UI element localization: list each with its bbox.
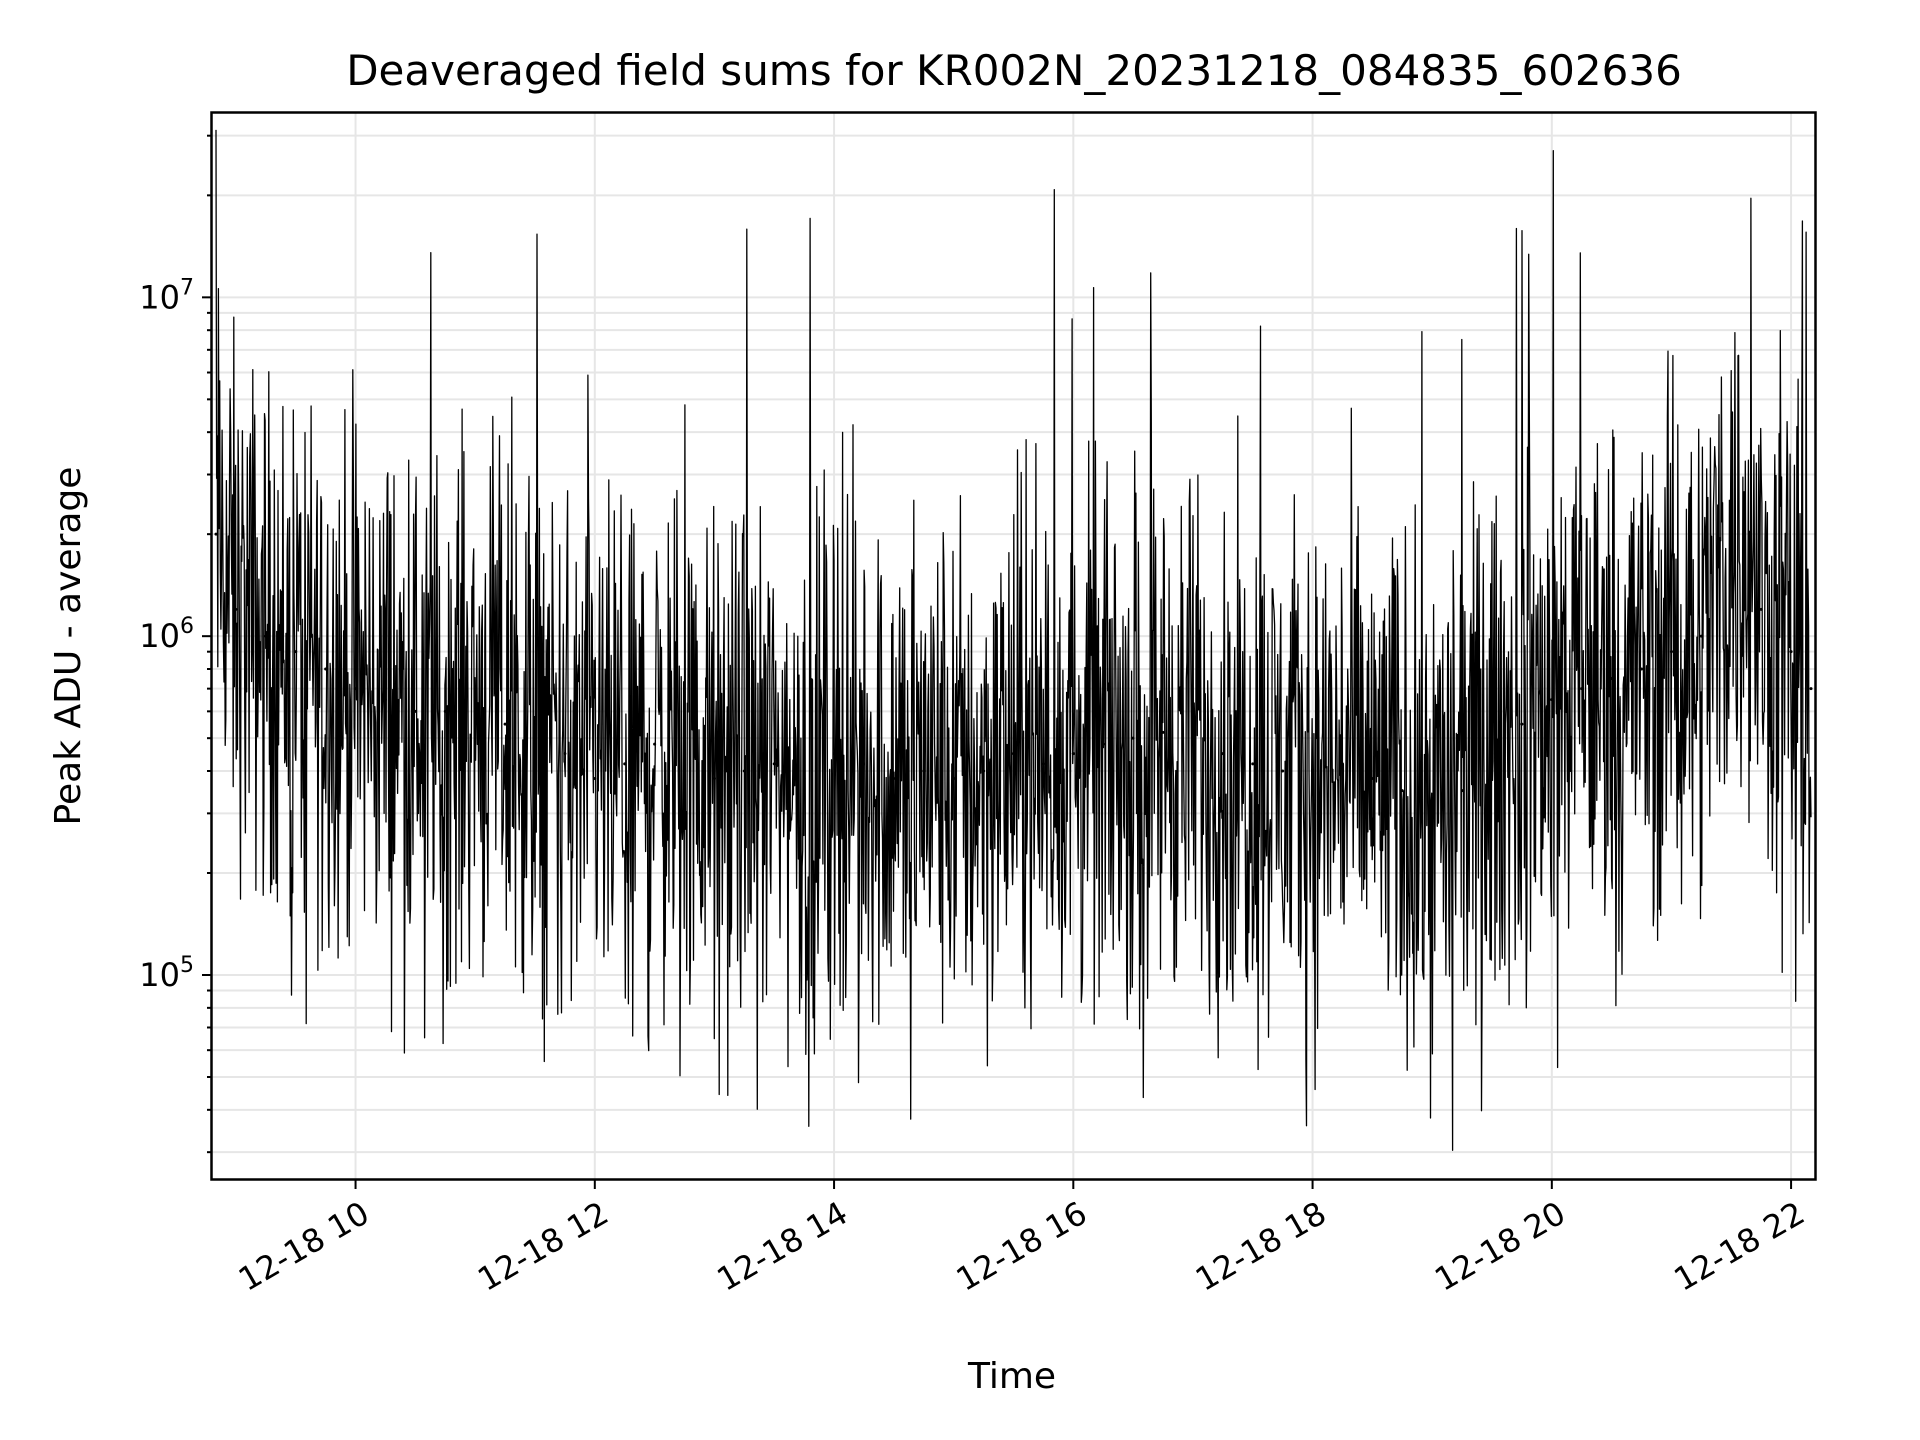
chart-title: Deaveraged field sums for KR002N_2023121…	[346, 46, 1682, 95]
series-line	[215, 129, 1812, 1151]
data-point	[1550, 698, 1554, 702]
data-point	[593, 777, 597, 781]
data-point	[892, 777, 896, 781]
data-point	[1221, 752, 1225, 756]
data-point	[712, 777, 716, 781]
data-point	[653, 742, 657, 746]
data-point	[1460, 789, 1464, 793]
data-point	[1311, 777, 1315, 781]
data-point	[1699, 634, 1703, 638]
data-point	[354, 687, 358, 691]
y-axis-label: Peak ADU - average	[48, 467, 89, 826]
y-tick-label: 105	[139, 953, 194, 994]
data-point	[443, 709, 447, 713]
data-point	[623, 762, 627, 766]
data-point	[563, 752, 567, 756]
data-point	[533, 736, 537, 740]
y-tick-exponent: 6	[180, 614, 194, 639]
data-point	[1251, 762, 1255, 766]
data-point	[1430, 802, 1434, 806]
data-point	[1041, 762, 1045, 766]
data-point	[413, 709, 417, 713]
data-point	[214, 532, 218, 536]
data-point	[1012, 752, 1015, 756]
x-axis-label: Time	[967, 1356, 1056, 1397]
data-point	[264, 634, 268, 638]
y-tick-exponent: 5	[180, 953, 194, 978]
data-point	[802, 777, 806, 781]
data-point	[294, 650, 298, 654]
data-point	[1640, 667, 1644, 671]
data-point	[1789, 650, 1793, 654]
data-point	[1759, 607, 1763, 611]
data-point	[1340, 762, 1344, 766]
series-layer	[214, 129, 1813, 1151]
data-point	[234, 607, 238, 611]
data-point	[1729, 532, 1733, 536]
data-point	[742, 769, 746, 773]
data-point	[1370, 777, 1374, 781]
data-point	[1580, 687, 1584, 691]
y-tick-label: 106	[139, 614, 194, 655]
data-point	[473, 698, 477, 702]
data-point	[683, 762, 687, 766]
data-point	[1400, 789, 1404, 793]
y-tick-label: 107	[139, 275, 194, 316]
data-point	[1191, 742, 1195, 746]
data-point	[503, 722, 507, 726]
y-tick-exponent: 7	[180, 275, 194, 300]
y-tick-base: 10	[139, 278, 180, 316]
data-point	[1071, 752, 1075, 756]
data-point	[1490, 752, 1494, 756]
data-point	[1101, 742, 1105, 746]
data-point	[1520, 722, 1524, 726]
data-point	[324, 667, 328, 671]
y-tick-base: 10	[139, 956, 180, 994]
data-point	[862, 762, 866, 766]
data-point	[383, 698, 387, 702]
data-point	[1610, 677, 1614, 681]
plot-frame	[210, 111, 1817, 1181]
data-point	[1161, 730, 1165, 734]
y-tick-base: 10	[139, 617, 180, 655]
data-point	[1669, 650, 1673, 654]
data-point	[1281, 769, 1285, 773]
data-point	[1809, 687, 1813, 691]
data-point	[1131, 736, 1135, 740]
data-point	[832, 752, 836, 756]
data-point	[982, 769, 986, 773]
data-point	[772, 762, 776, 766]
data-point	[922, 769, 926, 773]
data-point	[952, 777, 956, 781]
